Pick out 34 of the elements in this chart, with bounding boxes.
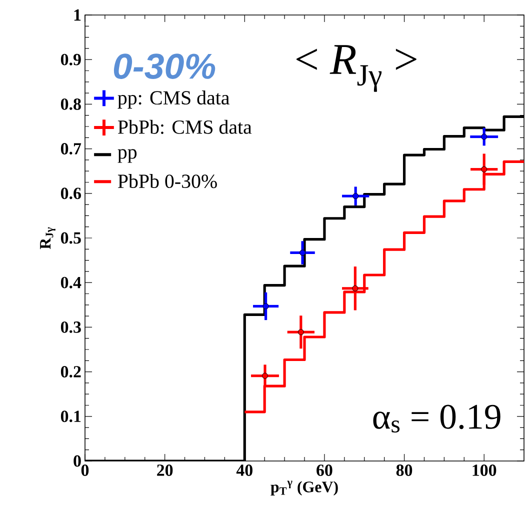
x-tick-label: 100 <box>472 464 496 476</box>
x-tick-label: 60 <box>316 464 332 476</box>
point <box>352 193 359 200</box>
point <box>299 250 306 256</box>
point <box>352 285 358 292</box>
legend-label: PbPb 0-30% <box>118 174 217 188</box>
point <box>262 303 269 310</box>
y-axis-title: R$_{Jγ}$ <box>40 227 56 250</box>
point <box>481 166 488 172</box>
y-tick-label: 0.4 <box>60 276 82 288</box>
annotation: 0-30% <box>114 54 216 79</box>
y-tick-label: 0.2 <box>60 366 81 378</box>
legend-label: pp <box>118 149 137 163</box>
y-tick-label: 0.8 <box>60 98 81 110</box>
y-tick-label: 0.6 <box>60 188 81 200</box>
y-tick-label: 0.9 <box>60 54 81 66</box>
x-axis-title: p$_{T}$$^{γ}$ (GeV) <box>270 480 338 496</box>
x-tick-label: 20 <box>157 464 173 476</box>
text: < R$_{Jγ}$ > <box>296 45 416 92</box>
y-tick-label: 0 <box>74 455 81 467</box>
y-tick-label: 0.1 <box>60 410 81 422</box>
point <box>481 134 488 140</box>
x-tick-label: 0 <box>81 464 89 476</box>
legend-label: PbPb: CMS data <box>118 120 252 134</box>
x-tick-label: 40 <box>236 464 252 476</box>
annotation: α$_{s}$ = 0.19 <box>373 404 500 433</box>
y-tick-label: 0.5 <box>60 232 81 244</box>
point <box>262 372 268 379</box>
y-tick-label: 0.3 <box>60 321 81 333</box>
legend-label: pp: CMS data <box>118 90 230 109</box>
x-tick-label: 80 <box>396 464 412 476</box>
y-tick-label: 0.7 <box>60 143 82 155</box>
y-tick-label: 1 <box>74 9 81 21</box>
point <box>298 329 304 336</box>
